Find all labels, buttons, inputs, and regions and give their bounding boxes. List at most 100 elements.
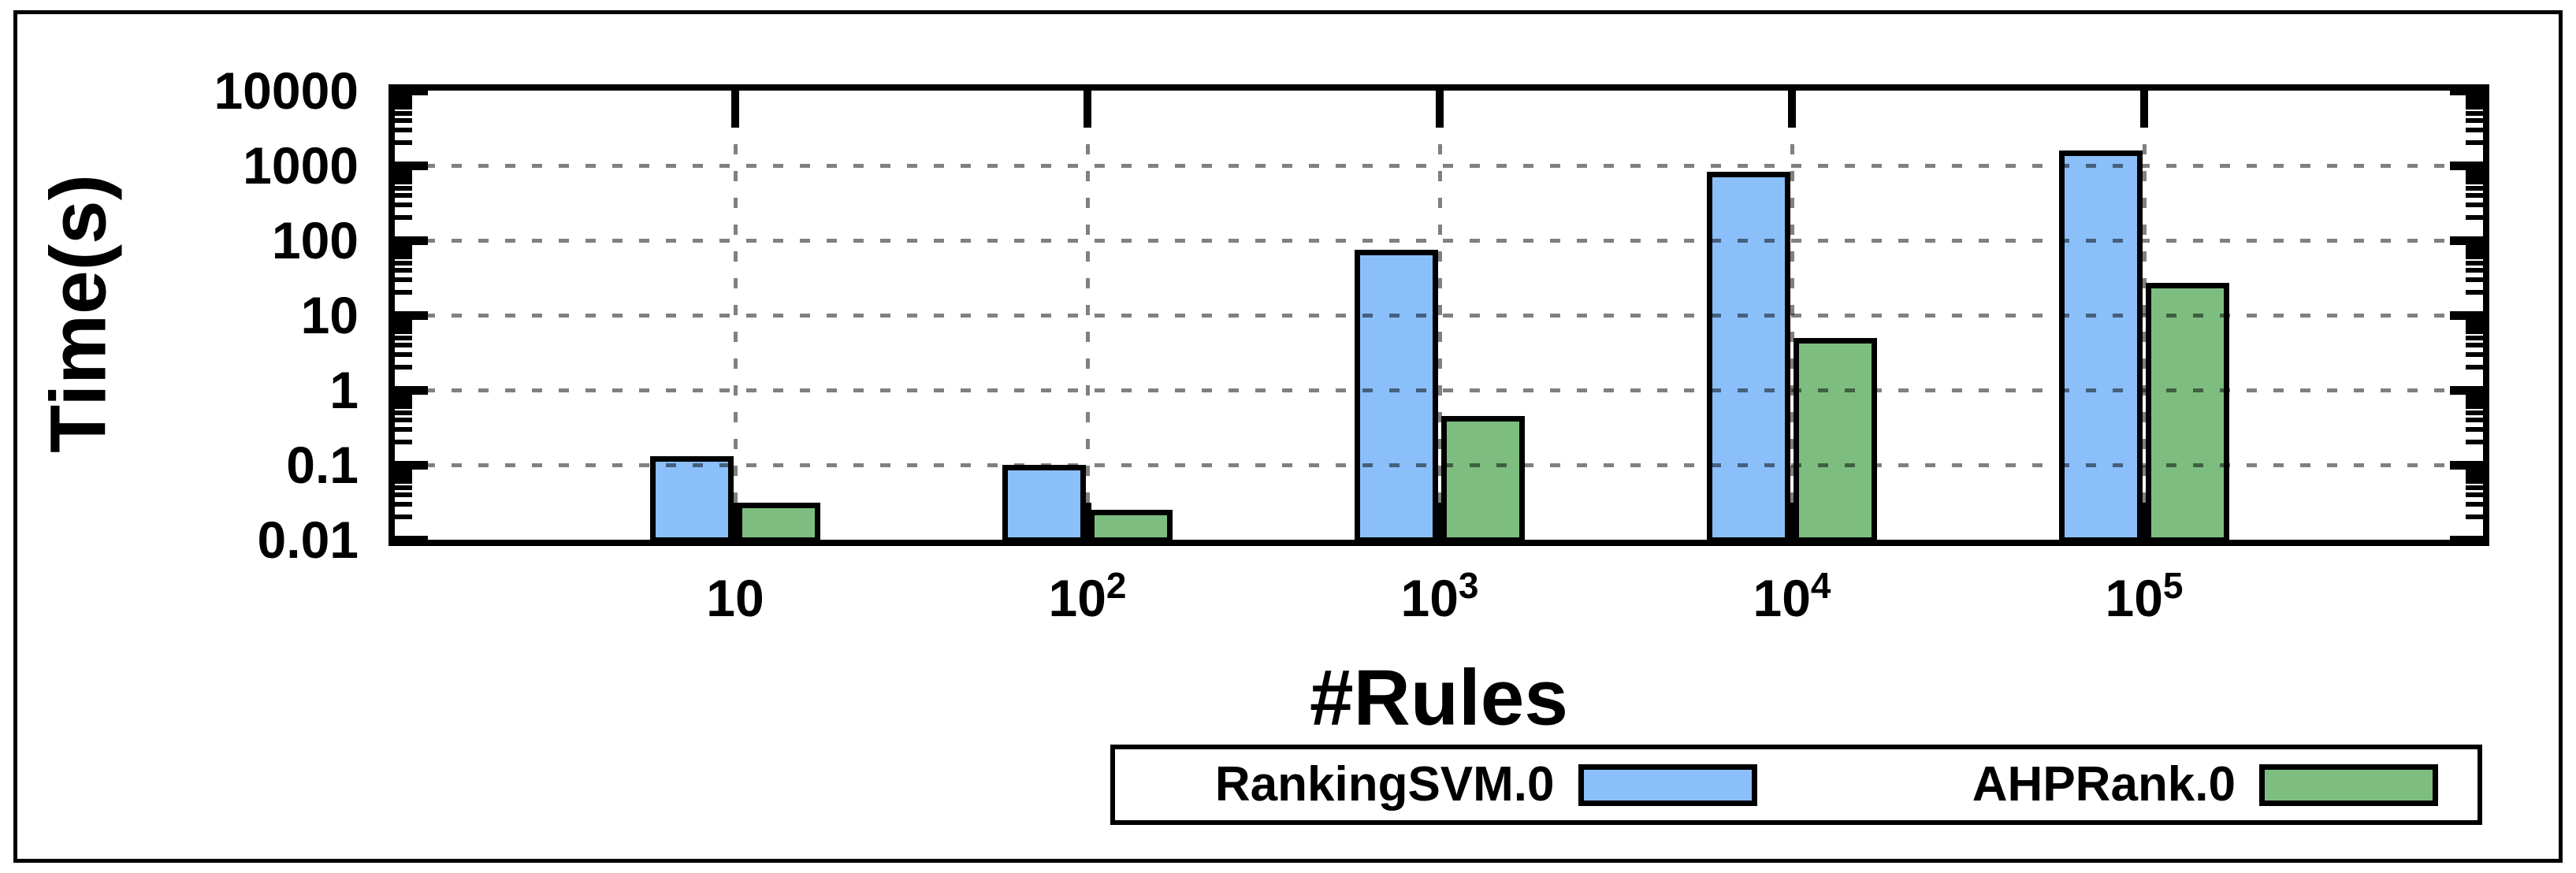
y-minor-tick-right-3-9 [2466,241,2483,247]
y-minor-tick-left-5-2 [395,140,412,146]
y-minor-tick-left-2-7 [395,324,412,329]
bar-AHPRank.0-10^2 [1089,510,1173,543]
y-minor-tick-right-2-5 [2466,335,2483,340]
y-minor-tick-left-5-6 [395,105,412,110]
y-minor-tick-left-2-9 [395,316,412,321]
y-minor-tick-right-4-3 [2466,202,2483,207]
y-minor-tick-left-1-5 [395,410,412,415]
y-minor-tick-right-5-5 [2466,110,2483,116]
x-tick-label-10^4: 104 [1753,565,1831,627]
y-minor-tick-left-4-3 [395,202,412,207]
y-minor-tick-left-1-9 [395,391,412,396]
plot-area [388,84,2489,546]
y-minor-tick-left-5-7 [395,99,412,105]
legend-label-rankingsvm: RankingSVM.0 [1214,757,1555,812]
y-minor-tick-left-0-7 [395,474,412,479]
x-tick-label-10^5: 105 [2105,565,2184,627]
y-minor-tick-left-3-6 [395,254,412,260]
x-tick-bottom-4 [1788,503,1796,540]
y-minor-tick-right-3-2 [2466,290,2483,295]
y-minor-tick-right-2-8 [2466,320,2483,325]
y-minor-tick-right-4-8 [2466,170,2483,176]
y-minor-tick-right-2-9 [2466,316,2483,321]
y-minor-tick-right-2-6 [2466,329,2483,335]
bar-AHPRank.0-10^4 [1794,337,1877,543]
y-minor-tick-left-1-6 [395,404,412,410]
y-minor-tick-right-3-5 [2466,260,2483,266]
y-minor-tick-left-4-2 [395,215,412,221]
y-tick-label-10: 10 [300,286,359,344]
y-minor-tick-left-2-2 [395,365,412,370]
y-minor-tick-right-0-2 [2466,515,2483,520]
legend-label-ahprank: AHPRank.0 [1972,757,2236,812]
y-minor-tick-right-4-4 [2466,192,2483,198]
y-minor-tick-left-3-7 [395,249,412,254]
y-minor-tick-left-4-8 [395,170,412,176]
y-minor-tick-right-5-6 [2466,105,2483,110]
bar-RankingSVM.0-10^2 [1002,465,1086,543]
y-minor-tick-left-2-8 [395,320,412,325]
y-minor-tick-left-4-6 [395,180,412,185]
y-major-tick-right-5 [2450,162,2483,170]
x-axis-title: #Rules [1310,653,1568,742]
y-major-tick-right-6 [2450,87,2483,95]
y-minor-tick-right-3-7 [2466,249,2483,254]
y-major-tick-right-0 [2450,536,2483,544]
y-minor-tick-right-1-8 [2466,395,2483,400]
y-minor-tick-left-4-9 [395,166,412,172]
y-minor-tick-right-3-6 [2466,254,2483,260]
y-minor-tick-right-0-7 [2466,474,2483,479]
y-minor-tick-left-2-3 [395,351,412,357]
y-minor-tick-right-0-6 [2466,479,2483,485]
y-minor-tick-left-5-3 [395,127,412,132]
y-minor-tick-right-3-3 [2466,277,2483,282]
y-minor-tick-right-5-4 [2466,117,2483,123]
y-minor-tick-left-3-5 [395,260,412,266]
x-tick-bottom-5 [2140,503,2148,540]
y-major-tick-left-2 [395,386,428,395]
y-major-tick-right-3 [2450,311,2483,320]
x-tick-label-10^3: 103 [1400,565,1479,627]
legend-entry-ahprank: AHPRank.0 [1797,749,2478,820]
y-minor-tick-left-0-2 [395,515,412,520]
y-minor-tick-right-1-3 [2466,426,2483,432]
y-minor-tick-left-4-7 [395,174,412,180]
y-minor-tick-right-2-3 [2466,351,2483,357]
y-major-tick-left-5 [395,162,428,170]
y-minor-tick-right-0-9 [2466,466,2483,471]
y-minor-tick-left-2-6 [395,329,412,335]
y-minor-tick-right-4-7 [2466,174,2483,180]
h-gridline-0.1 [398,463,2480,467]
y-minor-tick-left-4-5 [395,185,412,191]
x-tick-label-10^2: 102 [1048,565,1127,627]
y-minor-tick-left-0-9 [395,466,412,471]
y-minor-tick-left-1-8 [395,395,412,400]
x-tick-top-5 [2140,91,2148,128]
y-tick-label-1: 1 [329,361,359,419]
legend-swatch-rankingsvm-icon [1578,763,1757,806]
y-minor-tick-left-5-8 [395,95,412,101]
y-minor-tick-left-3-2 [395,290,412,295]
y-minor-tick-right-5-9 [2466,91,2483,97]
y-minor-tick-left-0-4 [395,492,412,497]
y-minor-tick-left-1-7 [395,399,412,404]
y-major-tick-right-4 [2450,236,2483,245]
bar-AHPRank.0-10^3 [1441,415,1525,543]
y-minor-tick-left-1-4 [395,417,412,422]
x-tick-top-1 [731,91,739,128]
y-minor-tick-right-1-4 [2466,417,2483,422]
y-tick-label-10000: 10000 [214,61,359,120]
y-minor-tick-left-4-4 [395,192,412,198]
y-minor-tick-left-1-2 [395,440,412,445]
x-tick-top-4 [1788,91,1796,128]
x-tick-label-10: 10 [706,569,764,627]
y-minor-tick-right-0-3 [2466,501,2483,507]
y-major-tick-left-6 [395,87,428,95]
y-minor-tick-left-1-3 [395,426,412,432]
y-minor-tick-right-1-5 [2466,410,2483,415]
y-minor-tick-left-5-5 [395,110,412,116]
h-gridline-100 [398,239,2480,243]
y-minor-tick-right-0-4 [2466,492,2483,497]
y-minor-tick-right-4-9 [2466,166,2483,172]
